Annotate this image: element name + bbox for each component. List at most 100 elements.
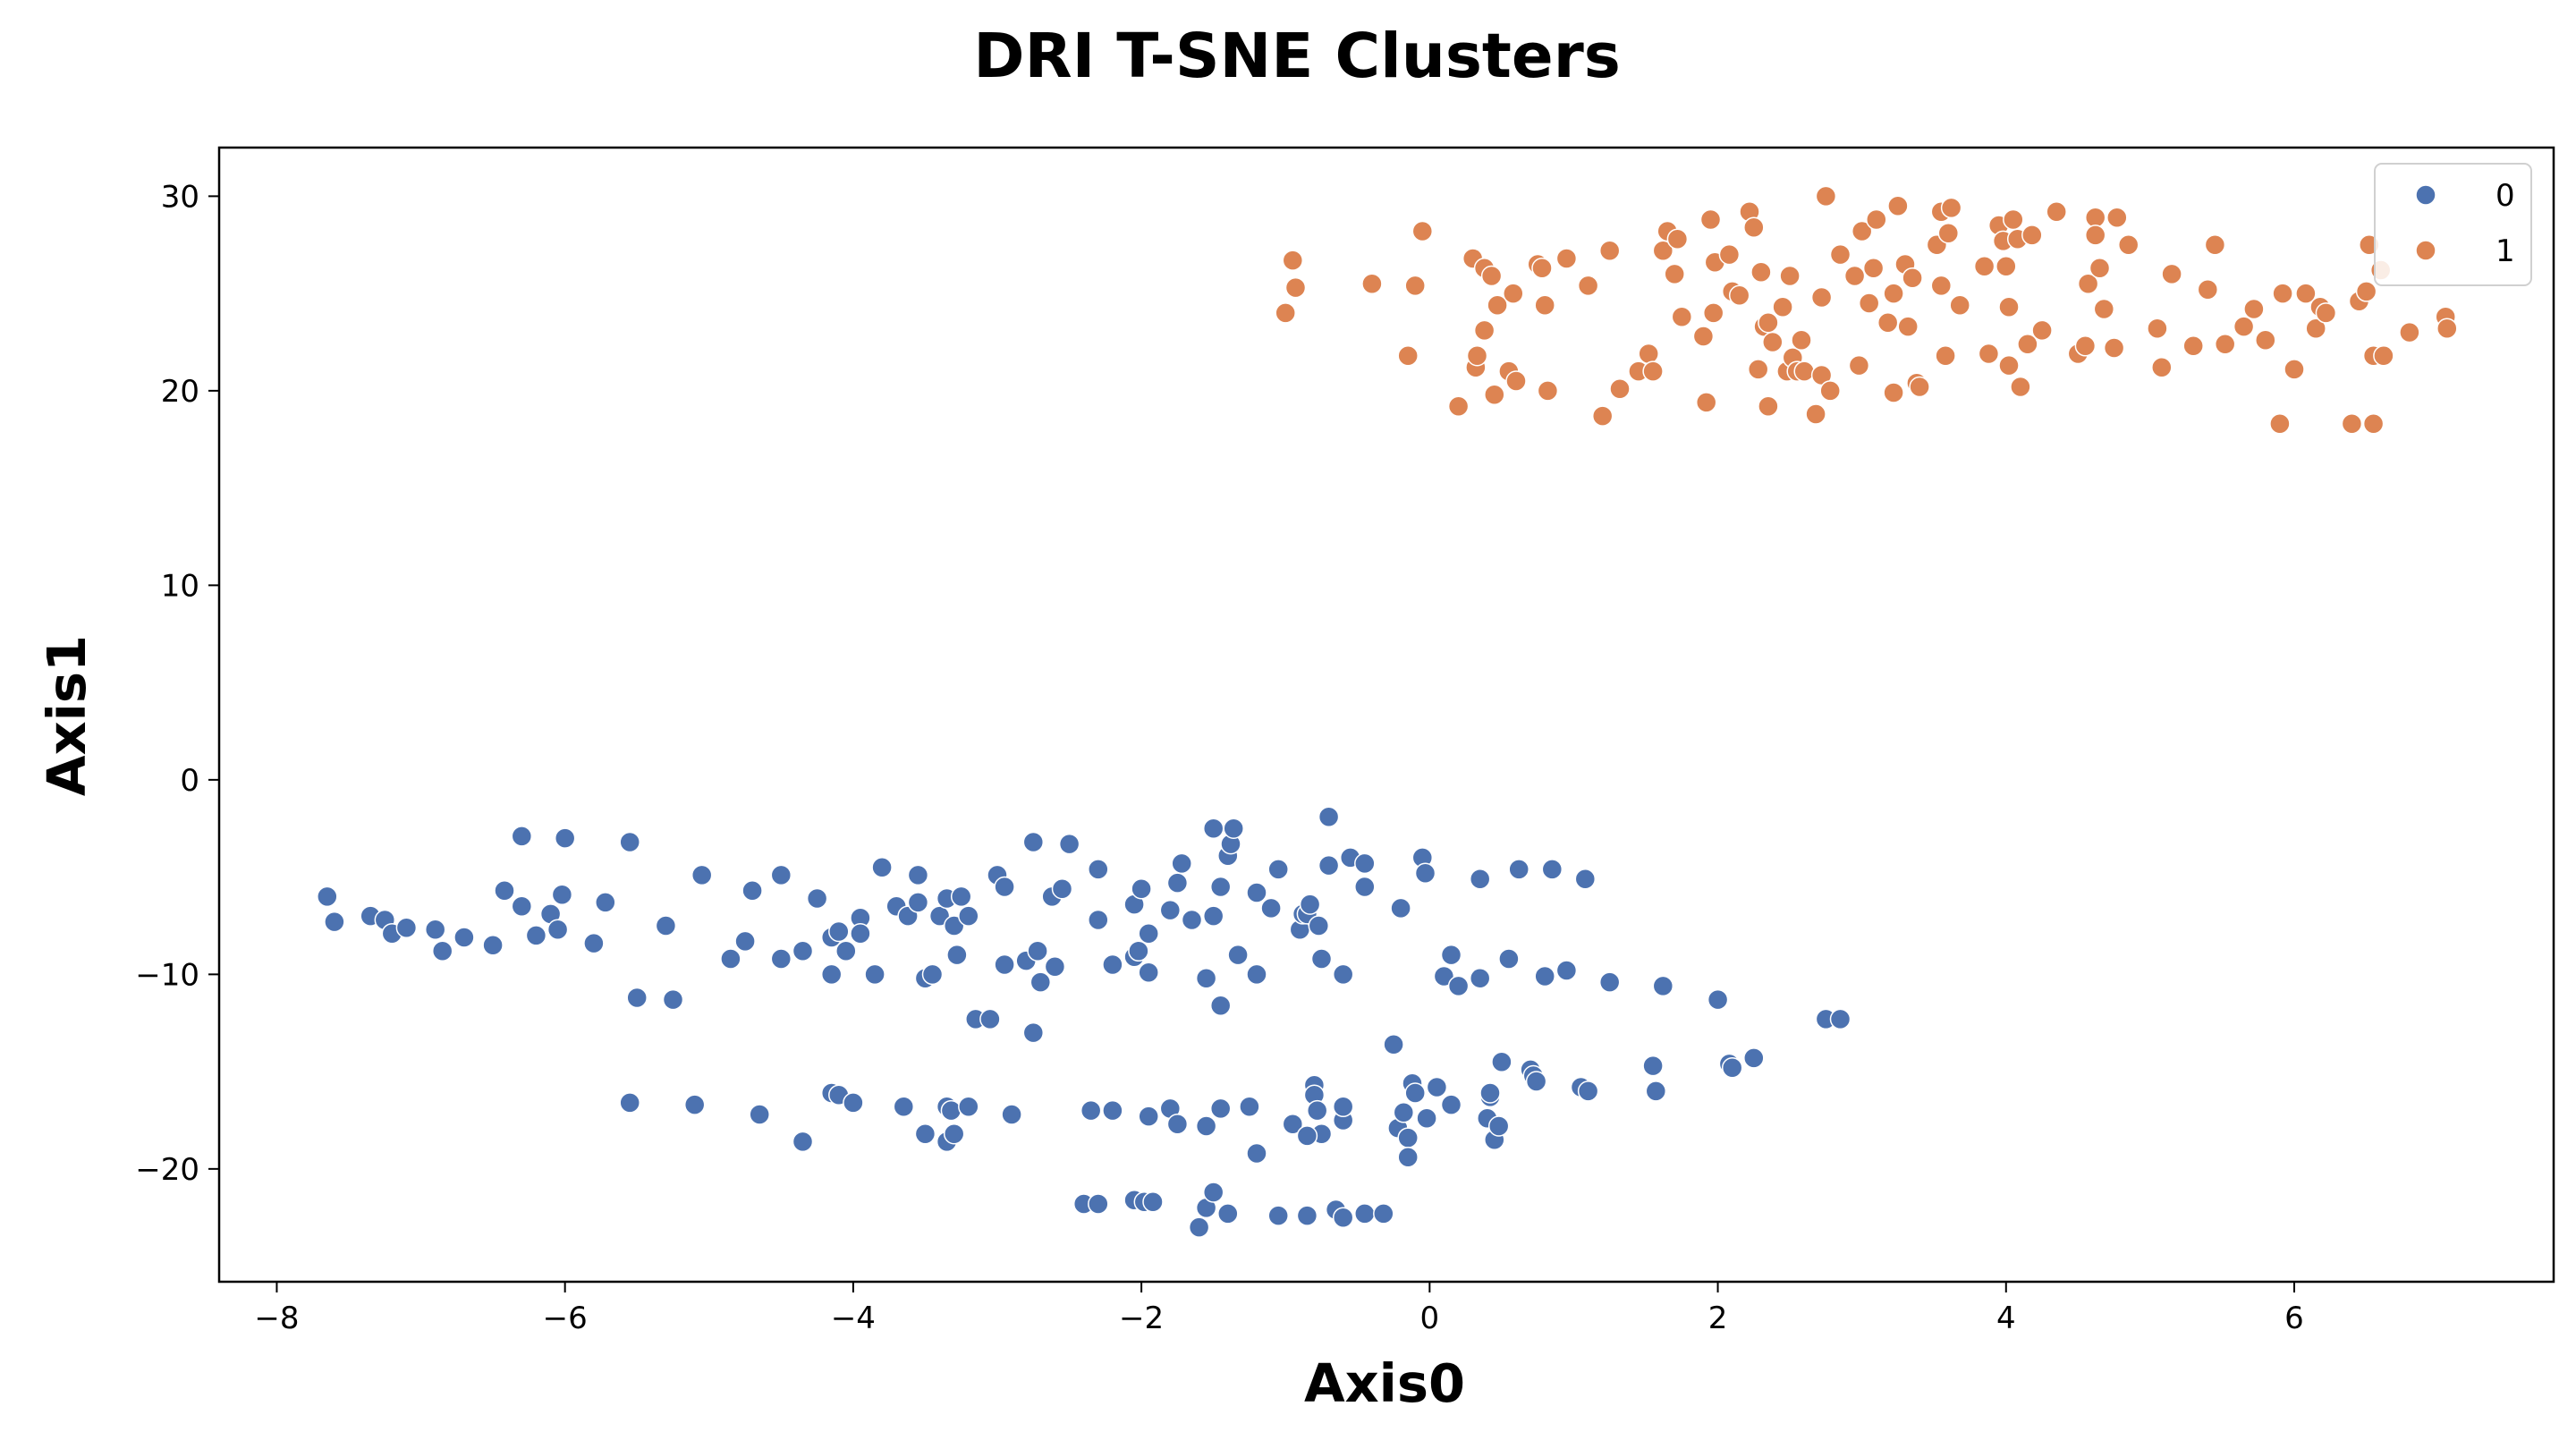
scatter-point-series-1-110: [2117, 233, 2140, 256]
scatter-point-series-1-0: [1275, 302, 1296, 324]
scatter-point-series-1-54: [1779, 265, 1801, 287]
scatter-point-series-0-168: [1354, 1203, 1376, 1224]
scatter-point-series-0-114: [1534, 965, 1555, 987]
scatter-point-series-1-49: [1758, 311, 1779, 334]
scatter-point-series-0-149: [1195, 1115, 1217, 1137]
scatter-point-series-1-30: [1642, 360, 1664, 382]
scatter-point-series-1-127: [2315, 302, 2337, 324]
chart-title: DRI T-SNE Clusters: [973, 21, 1621, 92]
scatter-point-series-0-23: [662, 988, 684, 1011]
scatter-point-series-1-52: [1772, 296, 1793, 318]
scatter-point-series-1-113: [2161, 263, 2182, 285]
scatter-point-series-0-24: [691, 864, 713, 886]
scatter-point-series-0-19: [595, 892, 616, 913]
scatter-point-series-0-20: [619, 831, 640, 853]
scatter-point-series-1-43: [1728, 284, 1750, 307]
scatter-point-series-1-27: [1609, 377, 1631, 400]
scatter-point-series-0-81: [1202, 818, 1224, 839]
x-axis-ticks: −8 −6 −4 −2 0 2 4 6: [254, 1282, 2304, 1336]
scatter-point-series-0-48: [943, 915, 965, 936]
scatter-point-series-1-29: [1638, 343, 1659, 365]
scatter-point-series-0-53: [979, 1008, 1001, 1030]
scatter-point-series-0-106: [1414, 862, 1436, 885]
scatter-point-series-1-107: [2093, 298, 2115, 320]
scatter-point-series-0-176: [1404, 1082, 1426, 1104]
y-axis-label: Axis1: [36, 635, 97, 796]
scatter-point-series-0-37: [850, 922, 871, 945]
scatter-point-series-1-138: [2436, 318, 2458, 340]
scatter-point-series-0-144: [1142, 1191, 1164, 1213]
scatter-point-series-0-100: [1332, 963, 1354, 986]
scatter-point-series-0-155: [1246, 1142, 1267, 1165]
scatter-point-series-0-161: [1306, 1099, 1328, 1122]
scatter-point-series-1-85: [1940, 197, 1962, 219]
scatter-point-series-0-137: [1001, 1104, 1022, 1125]
x-tick-label-6: 4: [1996, 1301, 2016, 1336]
scatter-point-series-1-68: [1858, 292, 1880, 314]
scatter-point-series-1-115: [2197, 279, 2219, 301]
scatter-point-series-0-178: [1426, 1076, 1448, 1098]
scatter-point-series-1-31: [1652, 240, 1674, 262]
scatter-point-series-1-59: [1805, 403, 1826, 425]
scatter-point-series-1-87: [1973, 255, 1996, 277]
scatter-point-series-0-153: [1217, 1203, 1239, 1224]
scatter-point-series-0-112: [1498, 948, 1520, 970]
scatter-point-series-1-57: [1791, 329, 1812, 352]
scatter-point-series-0-38: [864, 963, 886, 986]
scatter-point-series-1-22: [1537, 380, 1559, 402]
scatter-point-series-1-50: [1762, 331, 1784, 353]
scatter-point-series-0-68: [1102, 953, 1123, 976]
scatter-point-series-1-17: [1503, 283, 1524, 304]
scatter-point-series-0-83: [1209, 995, 1232, 1016]
scatter-point-series-0-89: [1260, 897, 1282, 919]
scatter-point-series-1-73: [1883, 283, 1904, 304]
scatter-point-series-1-119: [2243, 298, 2265, 320]
scatter-point-series-0-17: [554, 827, 576, 849]
scatter-point-series-0-182: [1479, 1082, 1501, 1104]
scatter-point-series-1-100: [2046, 201, 2067, 223]
x-tick-label-7: 6: [2284, 1301, 2304, 1336]
scatter-point-series-1-15: [1487, 294, 1508, 316]
x-tick-label-0: −8: [254, 1301, 299, 1336]
scatter-point-series-1-81: [1930, 275, 1953, 297]
scatter-point-series-1-65: [1843, 265, 1866, 287]
scatter-point-series-0-87: [1227, 944, 1249, 966]
scatter-point-series-1-74: [1887, 195, 1909, 216]
scatter-point-series-0-75: [1159, 899, 1182, 921]
scatter-point-series-0-177: [1416, 1107, 1437, 1130]
scatter-point-series-0-109: [1447, 975, 1470, 997]
scatter-point-series-0-10: [494, 880, 515, 902]
scatter-point-series-0-26: [734, 930, 756, 953]
scatter-point-series-1-47: [1750, 261, 1772, 283]
scatter-point-series-0-5: [395, 917, 418, 938]
scatter-point-series-0-16: [551, 884, 573, 905]
scatter-point-series-1-23: [1555, 248, 1578, 269]
scatter-point-series-0-115: [1541, 859, 1563, 880]
scatter-point-series-0-99: [1318, 854, 1340, 877]
scatter-point-series-1-106: [2089, 258, 2111, 279]
scatter-point-series-1-124: [2295, 283, 2317, 304]
scatter-point-series-0-62: [1044, 955, 1066, 978]
scatter-point-series-0-185: [1491, 1051, 1513, 1072]
y-tick-label-5: 30: [161, 179, 199, 215]
scatter-point-series-0-123: [619, 1092, 640, 1114]
scatter-point-series-1-111: [2147, 318, 2168, 340]
scatter-point-series-0-135: [943, 1123, 965, 1145]
scatter-point-series-1-79: [1909, 376, 1930, 398]
scatter-point-series-0-167: [1332, 1096, 1354, 1118]
x-tick-label-1: −6: [543, 1301, 588, 1336]
scatter-point-series-0-154: [1239, 1096, 1260, 1118]
scatter-point-series-1-96: [2010, 376, 2031, 398]
scatter-point-series-1-84: [1937, 222, 1960, 244]
scatter-point-series-0-45: [921, 963, 944, 986]
legend-box: [2374, 163, 2532, 286]
scatter-point-series-0-96: [1308, 915, 1330, 936]
scatter-point-series-0-113: [1508, 859, 1530, 880]
scatter-point-series-0-35: [835, 940, 857, 962]
scatter-point-series-0-21: [626, 987, 648, 1009]
points-layer: [317, 185, 2458, 1238]
scatter-point-series-0-145: [1138, 1106, 1159, 1127]
scatter-point-series-0-195: [1743, 1047, 1765, 1069]
